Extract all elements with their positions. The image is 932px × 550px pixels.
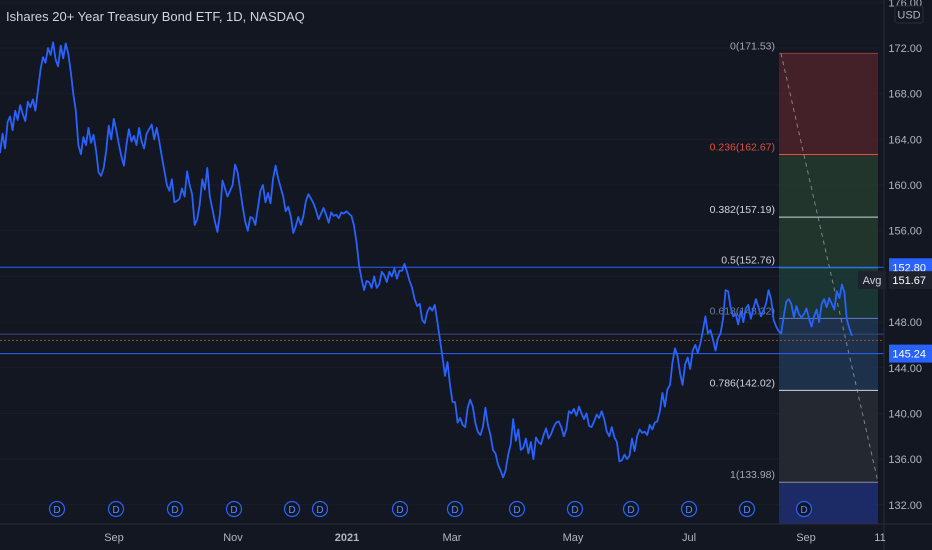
- price-tick-label: 140.00: [888, 408, 922, 420]
- fib-zone: [779, 390, 878, 483]
- dividend-marker-label: D: [53, 505, 60, 516]
- dividend-marker[interactable]: [566, 500, 584, 518]
- fib-level-label: 0.786(142.02): [710, 377, 775, 389]
- dividend-marker-label: D: [451, 505, 458, 516]
- dividend-marker-label: D: [800, 505, 807, 516]
- price-tick-label: 168.00: [888, 89, 922, 101]
- price-tick-label: 156.00: [888, 226, 922, 238]
- dividend-marker-label: D: [112, 505, 119, 516]
- dividend-marker[interactable]: [391, 500, 409, 518]
- dividend-marker[interactable]: [508, 500, 526, 518]
- currency-badge[interactable]: [894, 5, 924, 24]
- time-tick-label: May: [563, 532, 584, 544]
- fib-level-label: 0.382(157.19): [710, 204, 775, 216]
- time-tick-label: Nov: [223, 532, 243, 544]
- time-tick-label: Sep: [796, 532, 816, 544]
- price-tick-label: 176.00: [888, 0, 922, 9]
- dividend-marker[interactable]: [622, 500, 640, 518]
- price-tick-label: 144.00: [888, 363, 922, 375]
- dividend-marker[interactable]: [795, 500, 813, 518]
- price-label: 151.67: [892, 275, 926, 287]
- price-label-bg: [889, 344, 932, 363]
- price-tick-label: 172.00: [888, 43, 922, 55]
- currency-label: USD: [897, 10, 920, 22]
- price-tick-label: 148.00: [888, 317, 922, 329]
- fib-zone: [779, 53, 878, 155]
- dividend-marker-label: D: [316, 505, 323, 516]
- chart-title: Ishares 20+ Year Treasury Bond ETF, 1D, …: [6, 9, 305, 24]
- fib-zone: [779, 154, 878, 218]
- fib-level-label: 0.236(162.67): [710, 142, 775, 154]
- dividend-marker-label: D: [571, 505, 578, 516]
- price-tick-label: 136.00: [888, 454, 922, 466]
- dividend-marker[interactable]: [738, 500, 756, 518]
- fib-level-label: 0.5(152.76): [721, 255, 775, 267]
- dividend-marker[interactable]: [166, 500, 184, 518]
- dividend-marker-label: D: [627, 505, 634, 516]
- time-axis[interactable]: Sep Nov 2021 Mar May Jul Sep 11: [0, 523, 932, 544]
- fibonacci-retracement[interactable]: 0(171.53) 0.236(162.67) 0.382(157.19) 0.5(1…: [710, 40, 879, 524]
- fib-trend-line[interactable]: [780, 53, 879, 483]
- price-series: [0, 41, 853, 479]
- dividend-marker-label: D: [171, 505, 178, 516]
- dividend-marker[interactable]: [283, 500, 301, 518]
- avg-tag-label: Avg: [863, 275, 882, 287]
- dividend-marker[interactable]: [225, 500, 243, 518]
- dividend-marker-label: D: [288, 505, 295, 516]
- price-tick-label: 160.00: [888, 180, 922, 192]
- fib-level-label: 1(133.98): [730, 469, 775, 481]
- dividend-marker[interactable]: [311, 500, 329, 518]
- dividend-marker[interactable]: [680, 500, 698, 518]
- dividend-marker[interactable]: [107, 500, 125, 518]
- dividend-marker-label: D: [685, 505, 692, 516]
- grid: [0, 1, 884, 506]
- dividend-marker-label: D: [396, 505, 403, 516]
- fib-zone: [779, 482, 878, 524]
- avg-tag-bg[interactable]: [858, 271, 886, 290]
- time-tick-label: 2021: [335, 532, 359, 544]
- price-tick-label: 164.00: [888, 134, 922, 146]
- dividend-marker[interactable]: [48, 500, 66, 518]
- price-tick-label: 132.00: [888, 500, 922, 512]
- dividend-marker-label: D: [743, 505, 750, 516]
- price-label: 145.24: [892, 349, 926, 361]
- time-tick-label: 11: [874, 532, 885, 544]
- time-tick-label: Jul: [682, 532, 696, 544]
- time-tick-label: Mar: [443, 532, 462, 544]
- price-line: [0, 41, 853, 479]
- time-tick-label: Sep: [104, 532, 124, 544]
- dividend-marker-label: D: [230, 505, 237, 516]
- fib-level-label: 0(171.53): [730, 40, 775, 52]
- price-label-bg: [889, 271, 932, 290]
- fib-zone: [779, 217, 878, 268]
- price-axis[interactable]: 176.00172.00168.00164.00160.00156.00152.…: [858, 0, 932, 550]
- dividend-marker[interactable]: [446, 500, 464, 518]
- dividend-marker-label: D: [513, 505, 520, 516]
- fib-zone: [779, 318, 878, 391]
